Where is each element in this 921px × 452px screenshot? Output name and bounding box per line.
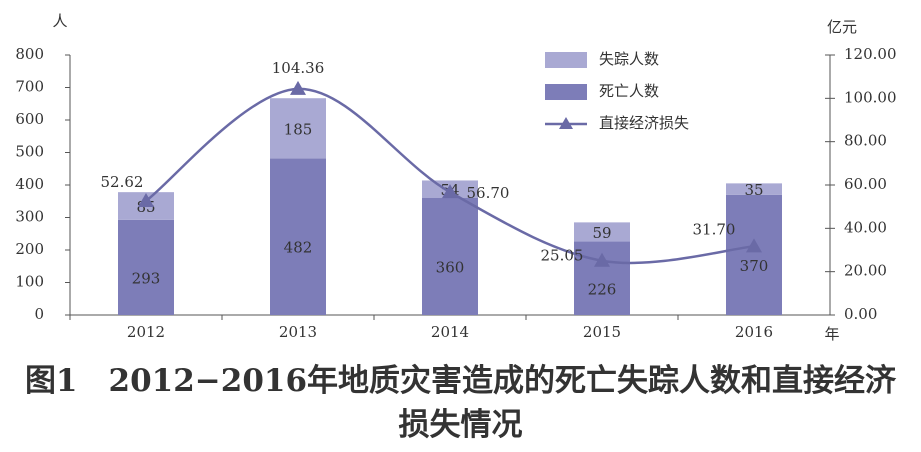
bar-value-label: 293 (132, 269, 161, 287)
bar (118, 219, 174, 315)
legend-swatch (545, 84, 587, 100)
chart: 人 亿元 年 0 100 200 300 400 500 600 700 800 0.00 20.0… (15, 12, 897, 343)
x-tick-label: 2015 (583, 323, 621, 341)
line-value-label: 52.62 (101, 173, 144, 191)
line-marker (290, 80, 306, 95)
x-tick-label: 2014 (431, 323, 469, 341)
bar-value-label: 360 (436, 259, 465, 277)
y-axis-label: 人 (52, 12, 67, 30)
line-value-label: 56.70 (467, 184, 510, 202)
y-tick-label: 200 (15, 240, 44, 258)
y-tick-label: 500 (15, 143, 44, 161)
x-tick-label: 2013 (279, 323, 317, 341)
line (145, 87, 755, 265)
y-tick-label: 0 (34, 305, 44, 323)
bar (270, 98, 326, 159)
caption: 图1 2012−2016年地质灾害造成的死亡失踪人数和直接经济损失情况 (24, 363, 897, 443)
y2-tick-label: 100.00 (844, 88, 897, 106)
y-tick-label: 100 (15, 273, 44, 291)
y-tick-label: 800 (15, 45, 44, 63)
legend-marker (559, 117, 573, 129)
y2-tick-label: 40.00 (844, 218, 887, 236)
y-tick-label: 700 (15, 78, 44, 96)
y-tick-label: 600 (15, 110, 44, 128)
y2-tick-label: 120.00 (844, 45, 897, 63)
line-marker (442, 184, 458, 199)
legend-label: 直接经济损失 (599, 114, 689, 132)
y2-axis-label: 亿元 (827, 18, 857, 36)
line-value-label: 31.70 (693, 220, 736, 238)
line-marker (138, 192, 154, 207)
bar-value-label: 226 (588, 280, 617, 298)
x-axis-label: 年 (824, 325, 839, 343)
legend-label: 死亡人数 (599, 82, 659, 100)
y-tick-label: 300 (15, 208, 44, 226)
legend-swatch (545, 52, 587, 68)
y2-tick-label: 80.00 (844, 132, 887, 150)
y2-tick-label: 20.00 (844, 262, 887, 280)
bar-value-label: 35 (744, 181, 763, 199)
y2-tick-label: 60.00 (844, 175, 887, 193)
bar (726, 183, 782, 195)
line-marker (594, 252, 610, 267)
x-tick-label: 2016 (735, 323, 773, 341)
legend-label: 失踪人数 (599, 50, 659, 68)
bar (270, 158, 326, 315)
bar (574, 222, 630, 242)
line-marker (746, 238, 762, 253)
y-tick-label: 400 (15, 175, 44, 193)
line-value-label: 25.05 (541, 247, 584, 265)
y2-tick-label: 0.00 (844, 305, 877, 323)
x-tick-label: 2012 (127, 323, 165, 341)
bar-value-label: 482 (284, 239, 313, 257)
bar (726, 194, 782, 315)
bar-value-label: 185 (284, 120, 313, 138)
bar-value-label: 370 (740, 257, 769, 275)
line-value-label: 104.36 (272, 59, 325, 77)
bar-value-label: 59 (592, 224, 611, 242)
bar (422, 198, 478, 315)
